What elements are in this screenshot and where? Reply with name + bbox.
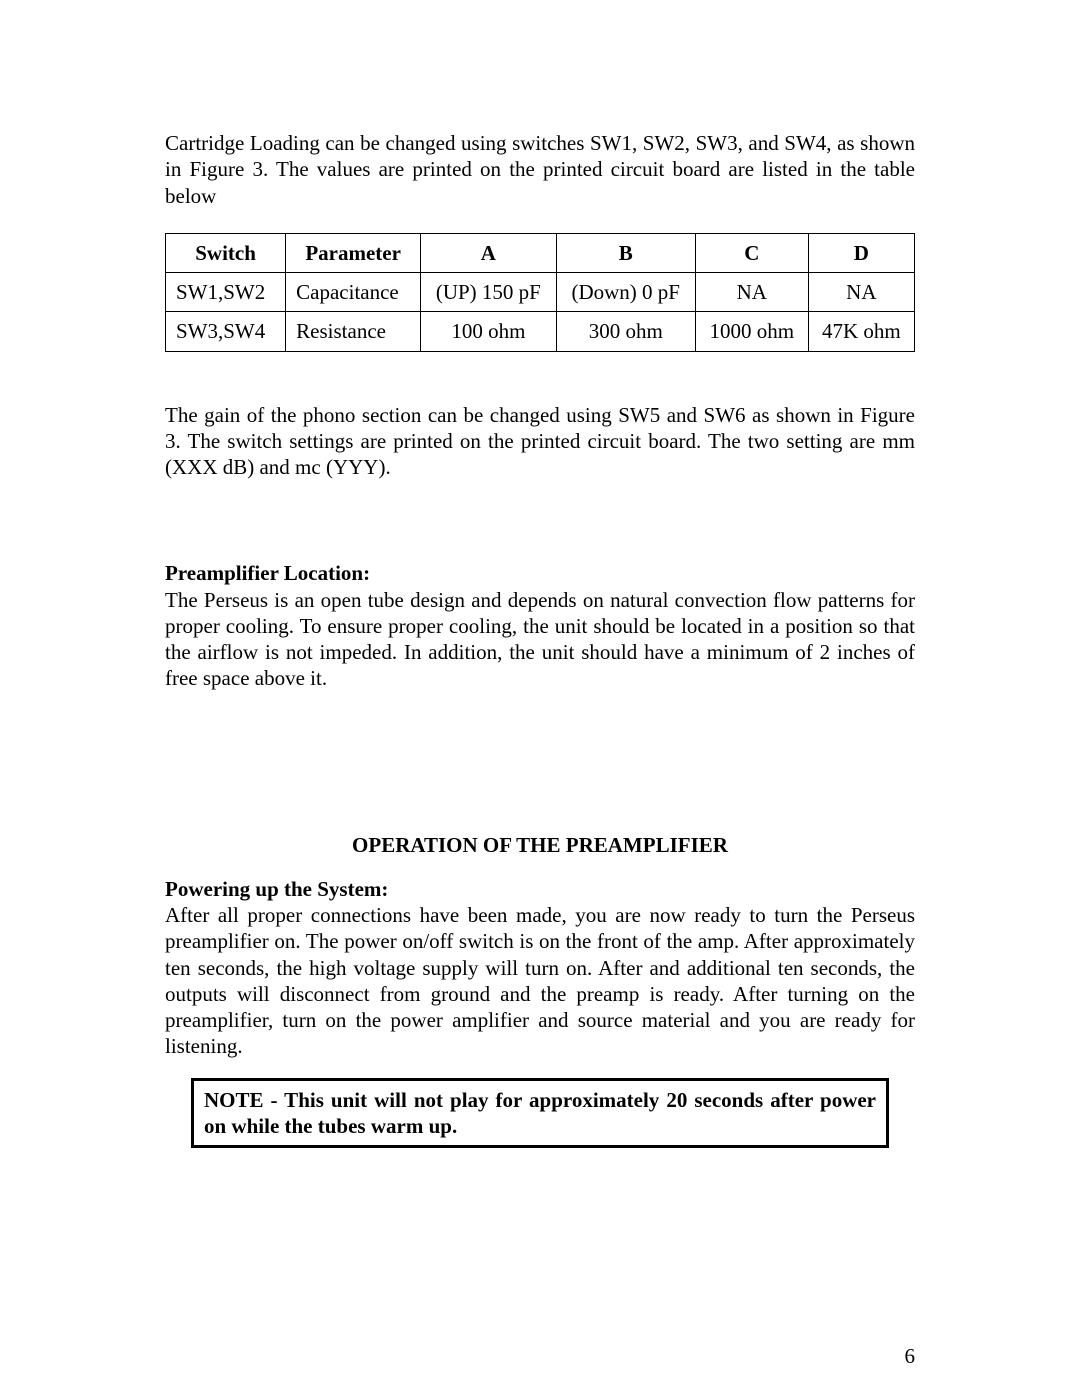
table-row: SW3,SW4 Resistance 100 ohm 300 ohm 1000 … (166, 312, 915, 351)
cell: 100 ohm (421, 312, 556, 351)
preamp-location-block: Preamplifier Location: The Perseus is an… (165, 560, 915, 691)
th-b: B (556, 233, 695, 272)
document-page: Cartridge Loading can be changed using s… (0, 0, 1080, 1397)
cell: SW1,SW2 (166, 273, 286, 312)
cell: (UP) 150 pF (421, 273, 556, 312)
cell: SW3,SW4 (166, 312, 286, 351)
table-row: SW1,SW2 Capacitance (UP) 150 pF (Down) 0… (166, 273, 915, 312)
th-c: C (695, 233, 808, 272)
preamp-location-paragraph: The Perseus is an open tube design and d… (165, 587, 915, 692)
gain-paragraph: The gain of the phono section can be cha… (165, 402, 915, 481)
cell: 47K ohm (808, 312, 914, 351)
powering-paragraph: After all proper connections have been m… (165, 902, 915, 1060)
page-number: 6 (905, 1343, 916, 1369)
cell: (Down) 0 pF (556, 273, 695, 312)
cell: Capacitance (286, 273, 421, 312)
table-header-row: Switch Parameter A B C D (166, 233, 915, 272)
switch-table: Switch Parameter A B C D SW1,SW2 Capacit… (165, 233, 915, 352)
cell: NA (695, 273, 808, 312)
th-d: D (808, 233, 914, 272)
cell: Resistance (286, 312, 421, 351)
powering-heading: Powering up the System: (165, 877, 388, 901)
preamp-location-heading: Preamplifier Location: (165, 561, 370, 585)
spacer (165, 504, 915, 560)
cell: 1000 ohm (695, 312, 808, 351)
th-a: A (421, 233, 556, 272)
operation-title: OPERATION OF THE PREAMPLIFIER (165, 832, 915, 858)
note-box: NOTE - This unit will not play for appro… (191, 1078, 889, 1149)
powering-block: Powering up the System: After all proper… (165, 876, 915, 1060)
cell: NA (808, 273, 914, 312)
th-switch: Switch (166, 233, 286, 272)
spacer (165, 692, 915, 832)
intro-paragraph: Cartridge Loading can be changed using s… (165, 130, 915, 209)
cell: 300 ohm (556, 312, 695, 351)
th-parameter: Parameter (286, 233, 421, 272)
